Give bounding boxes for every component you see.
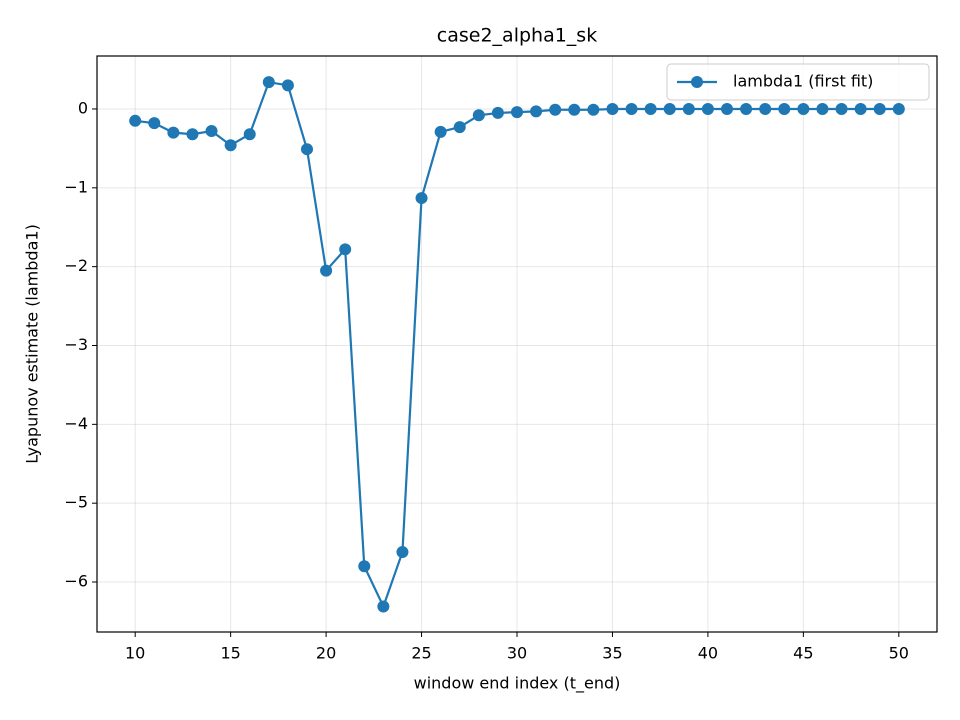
x-tick-label: 20 xyxy=(316,644,336,663)
data-point xyxy=(644,102,657,115)
data-point xyxy=(167,126,180,139)
data-point xyxy=(377,600,390,613)
data-point xyxy=(434,125,447,138)
data-point xyxy=(778,102,791,115)
data-point xyxy=(320,264,333,277)
data-point xyxy=(797,102,810,115)
data-point xyxy=(701,102,714,115)
y-tick-label: −5 xyxy=(64,493,88,512)
data-point xyxy=(759,102,772,115)
data-point xyxy=(186,128,199,141)
data-point xyxy=(816,102,829,115)
x-tick-label: 40 xyxy=(698,644,718,663)
y-tick-label: −2 xyxy=(64,256,88,275)
chart-title: case2_alpha1_sk xyxy=(437,25,597,47)
x-tick-label: 45 xyxy=(793,644,813,663)
data-point xyxy=(892,102,905,115)
data-point xyxy=(740,102,753,115)
plot-frame xyxy=(96,55,938,633)
data-point xyxy=(625,102,638,115)
x-tick-label: 50 xyxy=(889,644,909,663)
data-point xyxy=(396,546,409,559)
data-point xyxy=(854,102,867,115)
y-tick-label: −1 xyxy=(64,177,88,196)
data-point xyxy=(873,102,886,115)
data-point xyxy=(453,121,466,134)
data-point xyxy=(224,139,237,152)
data-point xyxy=(472,109,485,122)
x-tick-label: 15 xyxy=(220,644,240,663)
data-point xyxy=(549,103,562,116)
data-point xyxy=(339,243,352,256)
y-tick-label: −6 xyxy=(64,572,88,591)
data-point xyxy=(129,114,142,127)
data-point xyxy=(682,102,695,115)
data-point xyxy=(243,128,256,141)
data-point xyxy=(511,106,523,119)
data-point xyxy=(148,117,161,130)
legend-label: lambda1 (first fit) xyxy=(733,72,873,91)
data-point xyxy=(281,79,294,92)
x-axis-label: window end index (t_end) xyxy=(414,674,621,694)
data-point xyxy=(491,106,504,119)
data-point xyxy=(301,143,313,156)
data-point xyxy=(835,102,848,115)
legend-marker xyxy=(691,76,703,88)
y-tick-label: −3 xyxy=(64,335,88,354)
data-point xyxy=(721,102,733,115)
data-point xyxy=(415,192,428,205)
x-tick-label: 10 xyxy=(125,644,145,663)
x-tick-label: 30 xyxy=(507,644,527,663)
data-point xyxy=(587,103,600,116)
data-point xyxy=(663,102,676,115)
data-point xyxy=(530,105,543,118)
data-point xyxy=(358,560,371,573)
x-tick-label: 25 xyxy=(411,644,431,663)
data-point xyxy=(568,103,581,116)
x-tick-label: 35 xyxy=(602,644,622,663)
data-point xyxy=(262,76,275,89)
y-tick-label: −4 xyxy=(64,414,88,433)
legend-box xyxy=(666,63,930,101)
data-point xyxy=(205,125,218,138)
data-point xyxy=(606,102,619,115)
y-axis-label: Lyapunov estimate (lambda1) xyxy=(23,224,42,464)
y-tick-label: 0 xyxy=(78,98,88,117)
